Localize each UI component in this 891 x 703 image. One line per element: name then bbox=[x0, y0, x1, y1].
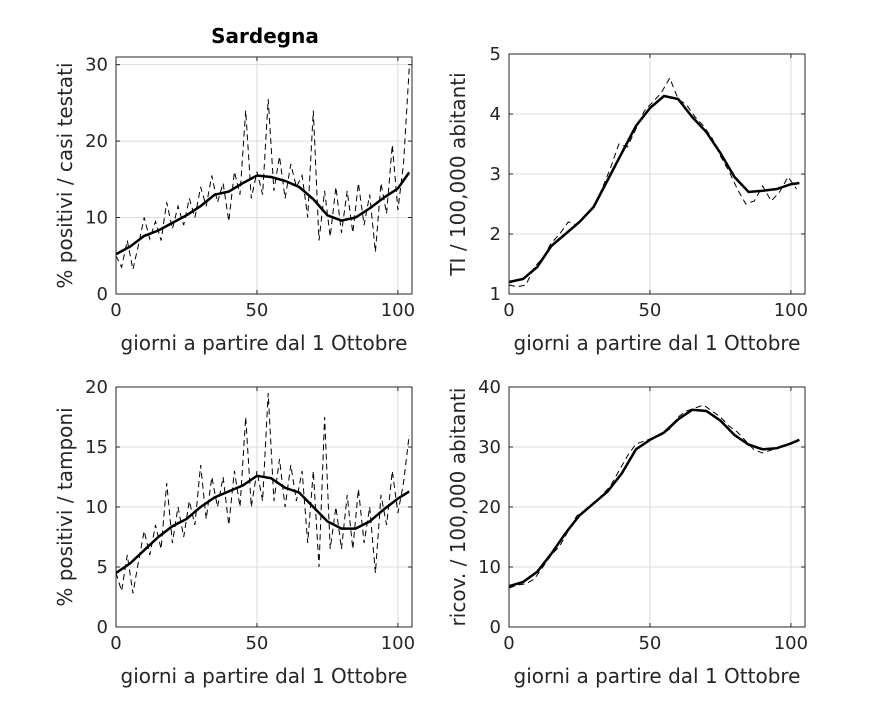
x-tick-label: 100 bbox=[774, 633, 808, 654]
figure-title: Sardegna bbox=[211, 24, 319, 48]
panel-ricoveri: 0 50 100 0 10 20 30 40 giorni a partire dal 1 Ot… bbox=[446, 377, 808, 688]
x-tick-label: 0 bbox=[503, 300, 514, 321]
y-tick-label: 10 bbox=[85, 208, 108, 229]
series-smoothed-line bbox=[508, 94, 800, 284]
y-tick-label: 2 bbox=[490, 224, 501, 245]
y-tick-label: 5 bbox=[97, 557, 108, 578]
y-axis-label: TI / 100,000 abitanti bbox=[446, 72, 470, 276]
x-axis-label: giorni a partire dal 1 Ottobre bbox=[514, 664, 801, 688]
y-tick-label: 20 bbox=[478, 497, 501, 518]
y-axis-label: % positivi / tamponi bbox=[53, 407, 77, 606]
x-tick-label: 100 bbox=[381, 633, 415, 654]
x-tick-label: 50 bbox=[638, 633, 661, 654]
panel-terapia-intensiva: 0 50 100 1 2 3 4 5 giorni a partire dal 1 Ottobr… bbox=[446, 44, 808, 355]
x-axis-label: giorni a partire dal 1 Ottobre bbox=[514, 331, 801, 355]
series-daily-line bbox=[508, 76, 797, 288]
x-axis-label: giorni a partire dal 1 Ottobre bbox=[121, 331, 408, 355]
y-tick-label: 30 bbox=[85, 55, 108, 76]
panel-positivi-tamponi: 0 50 100 0 5 10 15 20 giorni a partire dal 1 Ott… bbox=[53, 377, 415, 688]
x-tick-label: 50 bbox=[245, 633, 268, 654]
y-tick-label: 20 bbox=[85, 131, 108, 152]
y-tick-label: 15 bbox=[85, 437, 108, 458]
y-axis-label: ricov. / 100,000 abitanti bbox=[446, 388, 470, 627]
x-tick-label: 50 bbox=[638, 300, 661, 321]
x-tick-label: 100 bbox=[381, 300, 415, 321]
series-daily-line bbox=[115, 68, 410, 270]
series-daily-line bbox=[115, 392, 410, 594]
y-tick-label: 0 bbox=[97, 284, 108, 305]
axes-box bbox=[115, 56, 413, 295]
series-daily-line bbox=[508, 404, 797, 589]
y-tick-label: 3 bbox=[490, 164, 501, 185]
y-tick-label: 10 bbox=[478, 557, 501, 578]
x-tick-label: 100 bbox=[774, 300, 808, 321]
y-tick-label: 40 bbox=[478, 377, 501, 398]
panel-positivi-casi: 0 50 100 0 10 20 30 giorni a partire dal 1 Otto… bbox=[53, 55, 415, 355]
x-tick-label: 0 bbox=[110, 300, 121, 321]
y-tick-label: 5 bbox=[490, 44, 501, 65]
x-axis-label: giorni a partire dal 1 Ottobre bbox=[121, 664, 408, 688]
x-tick-label: 0 bbox=[110, 633, 121, 654]
x-tick-label: 50 bbox=[245, 300, 268, 321]
y-tick-label: 20 bbox=[85, 377, 108, 398]
x-tick-label: 0 bbox=[503, 633, 514, 654]
series-smoothed-line bbox=[508, 408, 800, 588]
y-tick-label: 0 bbox=[97, 617, 108, 638]
y-tick-label: 30 bbox=[478, 437, 501, 458]
y-tick-label: 1 bbox=[490, 284, 501, 305]
y-tick-label: 4 bbox=[490, 104, 501, 125]
y-tick-label: 10 bbox=[85, 497, 108, 518]
series-smoothed-line bbox=[115, 474, 410, 575]
y-axis-label: % positivi / casi testati bbox=[53, 62, 77, 288]
series-smoothed-line bbox=[115, 171, 411, 256]
y-tick-label: 0 bbox=[490, 617, 501, 638]
